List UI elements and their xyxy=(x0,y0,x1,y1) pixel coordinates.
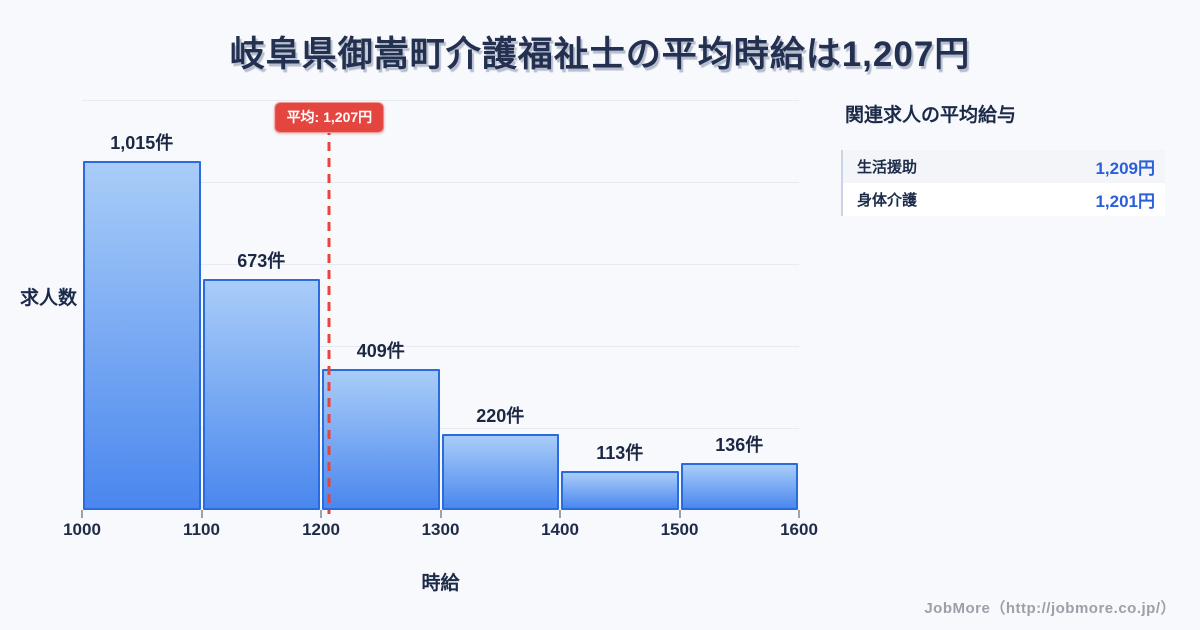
gridline xyxy=(82,346,799,347)
x-axis-tick xyxy=(320,510,322,518)
y-axis-label: 求人数 xyxy=(20,288,78,309)
related-jobs-heading: 関連求人の平均給与 xyxy=(845,105,1017,126)
x-axis-tick-label: 1300 xyxy=(421,520,460,539)
gridline xyxy=(82,264,799,265)
x-axis-label: 時給 xyxy=(421,573,460,594)
bar-value-label: 220件 xyxy=(476,406,525,427)
histogram-bar xyxy=(441,434,559,510)
related-job-label: 生活援助 xyxy=(857,159,918,176)
histogram-plot-area: 1,015件 673件 409件 220件 113件 136件 1000 1100 1200 13… xyxy=(63,100,818,539)
histogram-bar xyxy=(680,463,798,510)
related-job-row: 身体介護 1,201円 xyxy=(843,183,1165,216)
x-axis-tick-label: 1500 xyxy=(660,520,699,539)
x-axis-tick xyxy=(559,510,561,518)
related-job-value: 1,201円 xyxy=(1095,192,1155,211)
related-job-value: 1,209円 xyxy=(1095,159,1155,178)
page-title: 岐阜県御嵩町介護福祉士の平均時給は1,207円 xyxy=(229,35,971,74)
x-axis-tick-label: 1400 xyxy=(541,520,579,539)
bar-value-label: 409件 xyxy=(356,341,405,362)
x-axis-tick xyxy=(200,510,203,518)
average-line xyxy=(327,126,331,514)
gridline xyxy=(82,428,799,429)
x-axis-tick xyxy=(678,510,681,518)
histogram-bar xyxy=(322,369,440,510)
x-axis-tick-label: 1600 xyxy=(780,520,818,539)
x-axis-tick-label: 1100 xyxy=(183,520,220,539)
x-axis-tick-label: 1000 xyxy=(63,520,101,539)
related-jobs-table: 生活援助 1,209円身体介護 1,201円 xyxy=(841,150,1165,216)
x-axis-tick xyxy=(81,510,83,518)
related-job-row: 生活援助 1,209円 xyxy=(843,150,1165,183)
gridline xyxy=(82,182,799,183)
histogram-bar xyxy=(202,278,320,510)
x-axis-tick xyxy=(439,510,442,518)
average-badge: 平均: 1,207円 xyxy=(274,102,385,133)
bar-value-label: 673件 xyxy=(237,250,286,271)
histogram-bar xyxy=(561,471,679,510)
x-axis-tick xyxy=(798,510,800,518)
related-job-label: 身体介護 xyxy=(857,192,918,209)
footer-credit: JobMore（http://jobmore.co.jp/） xyxy=(924,600,1176,617)
histogram-bar xyxy=(83,161,201,510)
x-axis-tick-label: 1200 xyxy=(302,520,340,539)
bar-value-label: 136件 xyxy=(715,435,764,456)
bar-value-label: 1,015件 xyxy=(110,133,174,154)
bar-value-label: 113件 xyxy=(596,443,644,464)
gridline xyxy=(82,100,799,101)
